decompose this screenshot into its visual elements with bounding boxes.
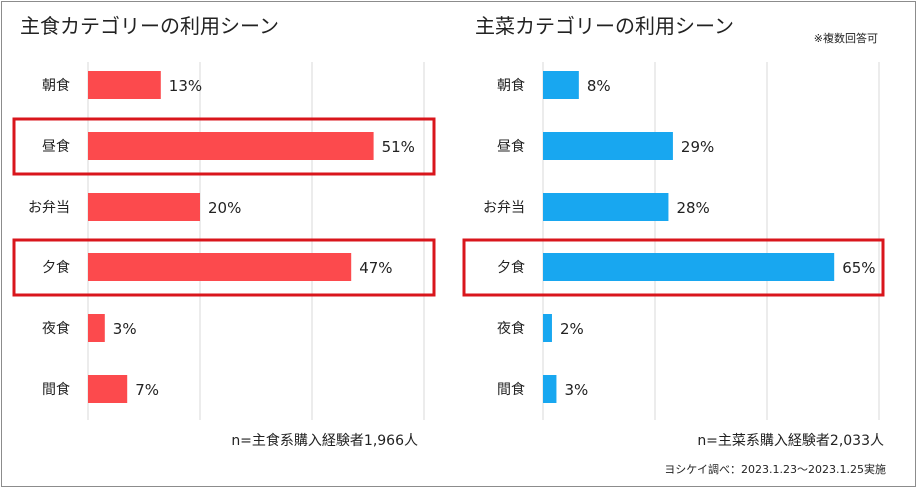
category-label-bento: お弁当 bbox=[28, 200, 70, 216]
chart-title: 主菜カテゴリーの利用シーン bbox=[475, 14, 734, 38]
category-label-late-night: 夜食 bbox=[42, 320, 70, 337]
multiple-answer-note: ※複数回答可 bbox=[814, 31, 878, 45]
value-label-breakfast: 13% bbox=[169, 77, 202, 95]
survey-credit: ヨシケイ調べ：2023.1.23～2023.1.25実施 bbox=[664, 462, 886, 476]
staple-bar-late-night bbox=[88, 314, 105, 342]
value-label-snack: 3% bbox=[564, 381, 588, 399]
sample-note: n=主食系購入経験者1,966人 bbox=[231, 432, 418, 449]
main-dish-bar-dinner bbox=[543, 253, 835, 281]
value-label-late-night: 2% bbox=[560, 320, 584, 338]
value-label-bento: 20% bbox=[208, 199, 241, 217]
value-label-lunch: 51% bbox=[382, 138, 415, 156]
staple-bar-breakfast bbox=[88, 71, 161, 99]
category-label-dinner: 夕食 bbox=[497, 259, 525, 276]
value-label-dinner: 65% bbox=[842, 259, 875, 277]
main-dish-bar-breakfast bbox=[543, 71, 579, 99]
highlight-box-dinner bbox=[12, 238, 436, 297]
value-label-lunch: 29% bbox=[681, 138, 714, 156]
staple-bar-bento bbox=[88, 193, 200, 221]
value-label-dinner: 47% bbox=[359, 259, 392, 277]
category-label-snack: 間食 bbox=[497, 381, 525, 398]
category-label-bento: お弁当 bbox=[483, 200, 525, 216]
main-dish-bar-snack bbox=[543, 375, 557, 403]
category-label-lunch: 昼食 bbox=[497, 138, 525, 155]
highlight-box-dinner bbox=[462, 238, 885, 297]
value-label-bento: 28% bbox=[676, 199, 709, 217]
sample-note: n=主菜系購入経験者2,033人 bbox=[697, 433, 884, 449]
category-label-dinner: 夕食 bbox=[42, 259, 70, 276]
chart-title: 主食カテゴリーの利用シーン bbox=[20, 14, 279, 38]
main-dish-bar-late-night bbox=[543, 314, 552, 342]
highlight-box-lunch bbox=[12, 117, 436, 176]
staple-bar-lunch bbox=[88, 132, 374, 160]
value-label-snack: 7% bbox=[135, 381, 159, 399]
staple-bar-dinner bbox=[88, 253, 352, 281]
value-label-late-night: 3% bbox=[113, 320, 137, 338]
category-label-breakfast: 朝食 bbox=[42, 77, 70, 94]
category-label-snack: 間食 bbox=[42, 381, 70, 398]
main-dish-bar-bento bbox=[543, 193, 669, 221]
category-label-lunch: 昼食 bbox=[42, 138, 70, 155]
main-dish-bar-lunch bbox=[543, 132, 673, 160]
value-label-breakfast: 8% bbox=[587, 77, 611, 95]
category-label-breakfast: 朝食 bbox=[497, 77, 525, 94]
category-label-late-night: 夜食 bbox=[497, 320, 525, 337]
staple-bar-snack bbox=[88, 375, 128, 403]
